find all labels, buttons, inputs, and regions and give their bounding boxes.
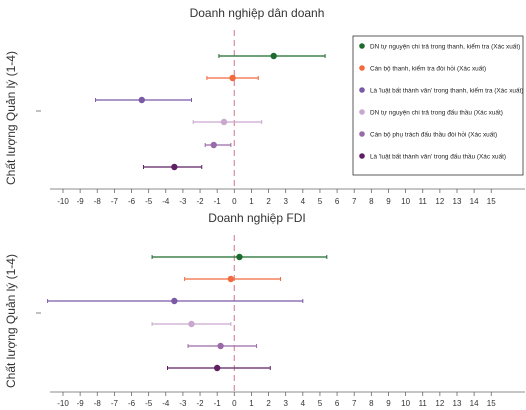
x-tick-label: -9 (77, 399, 85, 408)
point-estimate (227, 275, 235, 283)
point-estimate (210, 141, 217, 149)
x-tick-label: 2 (266, 399, 271, 408)
x-tick-label: 5 (318, 399, 323, 408)
x-tick-label: 11 (419, 399, 428, 408)
x-tick-label: -3 (179, 197, 187, 206)
x-tick-label: 3 (283, 399, 288, 408)
x-tick-label: 5 (318, 197, 323, 206)
legend: DN tự nguyện chi trả trong thanh, kiểm t… (352, 35, 524, 176)
x-tick-label: 6 (335, 197, 340, 206)
legend-label: Cán bộ phụ trách đấu thầu đòi hỏi (Xác x… (370, 130, 497, 139)
point-estimate (188, 320, 195, 328)
legend-swatch (359, 87, 365, 93)
x-tick-label: 12 (435, 197, 444, 206)
point-estimate (217, 342, 224, 350)
point-estimate (229, 74, 236, 82)
point-estimate (220, 118, 228, 126)
legend-label: Là 'luật bất thành văn' trong đấu thầu (… (370, 152, 506, 161)
legend-swatch (359, 153, 365, 159)
x-tick-label: 7 (352, 399, 357, 408)
x-tick-label: -10 (57, 197, 69, 206)
panel-fdi: Doanh nghiệp FDI -10 -9 -8 -7 -6 -5 -4 -3 -2 -1 0 1… (36, 211, 525, 408)
x-tick-label: 1 (249, 197, 254, 206)
x-tick-label: -8 (94, 197, 102, 206)
x-tick-label: 13 (453, 197, 462, 206)
x-tick-label: -8 (94, 399, 102, 408)
x-tick-label: -2 (196, 399, 204, 408)
x-tick-label: -7 (111, 399, 119, 408)
legend-label: Là 'luật bất thành văn' trong thanh, kiể… (370, 86, 523, 95)
legend-swatch (359, 109, 365, 115)
x-tick-label: -7 (111, 197, 119, 206)
x-tick-label: 0 (232, 197, 237, 206)
x-tick-label: -10 (57, 399, 69, 408)
x-tick-label: 13 (453, 399, 462, 408)
x-tick-label: -5 (145, 399, 153, 408)
x-tick-label: 11 (419, 197, 428, 206)
point-estimate (270, 52, 277, 60)
x-tick-label: -1 (214, 399, 222, 408)
x-tick-label: 8 (369, 197, 374, 206)
x-ticks: -10 -9 -8 -7 -6 -5 -4 -3 -2 -1 0 1 2 3 4 5 6 7 8 9 10 11 12 13 1… (57, 189, 496, 206)
x-tick-label: 15 (487, 197, 496, 206)
x-tick-label: 0 (232, 399, 237, 408)
x-tick-label: 9 (386, 399, 391, 408)
x-tick-label: 4 (301, 399, 306, 408)
x-tick-label: -4 (162, 197, 170, 206)
x-tick-label: -6 (128, 399, 136, 408)
x-ticks: -10 -9 -8 -7 -6 -5 -4 -3 -2 -1 0 1 2 3 4 5 6 7 8 9 10 11 12 13 1… (57, 392, 496, 408)
x-tick-label: 1 (249, 399, 254, 408)
point-estimate (213, 364, 221, 372)
y-axis-label: Chất lượng Quản lý (1-4) (4, 51, 18, 185)
panel-title: Doanh nghiệp FDI (208, 211, 305, 225)
x-tick-label: 14 (470, 399, 479, 408)
y-axis-label: Chất lượng Quản lý (1-4) (4, 254, 18, 388)
x-tick-label: -9 (77, 197, 85, 206)
x-tick-label: 9 (386, 197, 391, 206)
x-tick-label: -4 (162, 399, 170, 408)
panel-title: Doanh nghiệp dân doanh (190, 6, 325, 20)
legend-label: Cán bộ thanh, kiểm tra đòi hỏi (Xác xuất… (370, 64, 486, 73)
point-estimate (171, 163, 178, 171)
panel-domestic: Doanh nghiệp dân doanh -10 -9 -8 -7 -6 -5 -4 -3… (36, 6, 525, 206)
x-tick-label: 10 (401, 399, 410, 408)
x-tick-label: -3 (179, 399, 187, 408)
x-tick-label: 8 (369, 399, 374, 408)
legend-label: DN tự nguyện chi trả trong thanh, kiểm t… (370, 42, 520, 51)
interval-marks (47, 253, 328, 372)
x-tick-label: 6 (335, 399, 340, 408)
point-estimate (236, 253, 243, 261)
point-estimate (138, 96, 145, 104)
x-tick-label: 15 (487, 399, 496, 408)
interval-marks (95, 52, 326, 171)
legend-box (352, 35, 524, 176)
x-tick-label: -5 (145, 197, 153, 206)
legend-label: DN tự nguyện chi trả trong đấu thầu (Xác… (370, 108, 503, 117)
x-tick-label: 2 (266, 197, 271, 206)
x-tick-label: -1 (214, 197, 222, 206)
x-tick-label: 10 (401, 197, 410, 206)
x-tick-label: 4 (301, 197, 306, 206)
x-tick-label: 3 (283, 197, 288, 206)
x-tick-label: -2 (196, 197, 204, 206)
x-tick-label: 7 (352, 197, 357, 206)
x-tick-label: -6 (128, 197, 136, 206)
x-tick-label: 14 (470, 197, 479, 206)
x-tick-label: 12 (435, 399, 444, 408)
legend-swatch (359, 131, 365, 137)
legend-swatch (359, 65, 365, 71)
point-estimate (171, 297, 178, 305)
legend-swatch (359, 43, 365, 49)
